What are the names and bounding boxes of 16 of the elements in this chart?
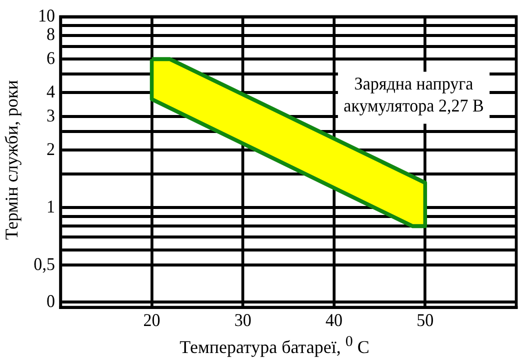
x-tick-label: 50 <box>416 310 434 330</box>
annotation: Зарядна напруга акумулятора 2,27 В <box>344 73 484 116</box>
x-tick-label: 40 <box>326 310 343 330</box>
y-tick-label: 10 <box>38 5 56 26</box>
y-tick-label: 4 <box>46 81 56 102</box>
y-tick-label: 1 <box>46 196 55 216</box>
y-tick-label: 3 <box>46 104 56 126</box>
y-axis-title: Термін служби, роки <box>2 80 22 240</box>
y-tick-label: 6 <box>46 47 56 68</box>
x-tick-label: 30 <box>234 310 252 330</box>
y-tick-label: 8 <box>46 24 56 44</box>
y-tick-label: 2 <box>46 138 55 160</box>
y-tick-label: 0 <box>46 290 56 311</box>
x-tick-label: 20 <box>143 310 161 330</box>
y-tick-label: 0,5 <box>34 253 56 274</box>
x-axis-title: Температура батареї, $^{0}$ C <box>178 334 370 358</box>
